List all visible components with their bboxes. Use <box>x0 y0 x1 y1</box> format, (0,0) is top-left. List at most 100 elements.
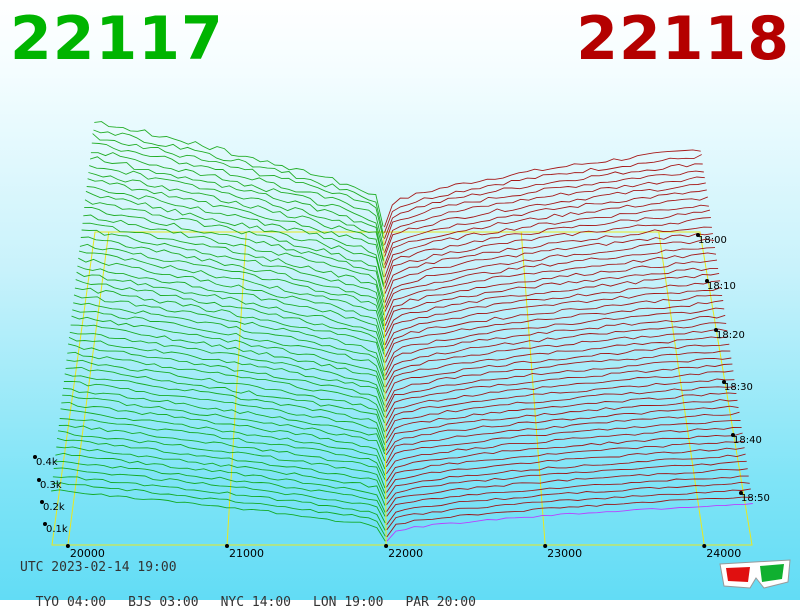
ask-curve <box>384 272 720 337</box>
bid-curve <box>67 351 385 424</box>
ask-curve <box>385 363 733 419</box>
ask-curve <box>384 154 702 233</box>
bid-curve <box>86 186 384 285</box>
chart-axes: 20000 21000 22000 23000 24000 0.1k 0.2k 0.3k 0.4… <box>33 233 770 560</box>
x-tick-mark <box>384 544 389 548</box>
ask-curve <box>384 238 715 308</box>
volume-tick-mark <box>33 455 37 459</box>
ask-price: 22118 <box>576 4 790 74</box>
time-tick-label: 18:30 <box>724 382 753 393</box>
bid-curve <box>51 482 386 537</box>
x-tick-mark <box>225 544 229 548</box>
ask-curve <box>386 447 745 493</box>
ask-curve <box>386 488 751 531</box>
x-tick-label: 22000 <box>388 547 423 560</box>
ask-curve <box>384 163 703 239</box>
ask-curve <box>386 440 744 488</box>
bid-curve <box>79 243 385 330</box>
time-tick-mark <box>739 491 743 495</box>
volume-tick-label: 0.2k <box>43 502 65 513</box>
grid-line-21000 <box>226 231 247 546</box>
bid-curve <box>60 408 386 476</box>
ask-curve <box>385 405 739 456</box>
bid-curve <box>91 142 384 247</box>
bid-curve <box>66 359 385 433</box>
utc-timestamp: UTC 2023-02-14 19:00 <box>20 560 177 575</box>
bid-curve <box>73 294 385 377</box>
bid-curve <box>58 424 386 489</box>
bid-price: 22117 <box>10 4 224 74</box>
ask-curve <box>385 343 730 402</box>
ask-curve <box>385 411 740 464</box>
ask-curve <box>385 399 738 451</box>
bid-curve <box>94 121 384 227</box>
bid-curve <box>73 302 385 381</box>
time-tick-mark <box>696 233 700 237</box>
bid-curve <box>74 287 385 372</box>
ask-curve <box>386 475 749 517</box>
bid-curve <box>62 387 386 455</box>
time-tick-mark <box>722 380 726 384</box>
ask-curve <box>384 204 709 278</box>
ask-curve <box>386 496 752 538</box>
bid-curve <box>84 206 385 303</box>
ask-curve <box>384 209 711 284</box>
grid-line-23000 <box>520 231 546 546</box>
ask-curve <box>385 350 731 408</box>
bid-curve <box>80 236 385 327</box>
bid-curve <box>82 222 385 316</box>
bid-curve <box>78 257 385 346</box>
bid-curve <box>54 460 386 517</box>
timezone-row: TYO 04:00 BJS 03:00 NYC 14:00 LON 19:00 PAR … <box>20 580 498 610</box>
bid-curve <box>59 418 386 480</box>
bid-curve <box>63 380 386 451</box>
bid-curve <box>90 152 384 251</box>
ask-curve <box>384 259 718 326</box>
3d-glasses-icon[interactable] <box>716 558 794 592</box>
bid-curve <box>55 452 386 513</box>
bid-curve <box>56 446 386 506</box>
ask-curve <box>385 314 726 376</box>
ask-curve <box>386 432 743 482</box>
ask-curve <box>384 196 708 269</box>
ask-curve <box>386 453 746 499</box>
bid-curve <box>61 401 386 470</box>
volume-tick-mark <box>37 478 41 482</box>
tz-beijing: BJS 03:00 <box>128 595 199 610</box>
time-tick-mark <box>714 328 718 332</box>
bid-curve <box>72 309 385 388</box>
ask-curve <box>385 322 727 381</box>
x-tick-label: 20000 <box>70 547 105 560</box>
ask-curve <box>384 217 711 289</box>
volume-tick-label: 0.3k <box>40 480 62 491</box>
x-tick-mark <box>65 544 70 548</box>
ask-curve <box>384 176 705 253</box>
tz-tokyo: TYO 04:00 <box>35 595 107 610</box>
ask-curve <box>385 370 734 426</box>
time-tick-label: 18:50 <box>741 493 770 504</box>
x-tick-mark <box>543 544 548 548</box>
volume-tick-label: 0.4k <box>36 457 58 468</box>
bid-curve <box>84 199 384 297</box>
grid-line-22000 <box>383 231 387 546</box>
bid-curve <box>87 178 384 278</box>
ask-curve <box>385 286 722 350</box>
bid-curve <box>64 373 386 445</box>
ask-curve <box>386 427 742 475</box>
time-tick-label: 18:00 <box>698 235 727 246</box>
time-tick-label: 18:10 <box>707 281 736 292</box>
ask-curve <box>386 460 747 505</box>
depth-curves <box>51 121 753 542</box>
bid-curve <box>78 250 385 339</box>
volume-tick-label: 0.1k <box>46 524 68 535</box>
bid-curve <box>65 366 386 439</box>
bid-curve <box>69 331 385 406</box>
x-tick-label: 23000 <box>547 547 582 560</box>
ask-curve <box>384 182 706 257</box>
ask-curve <box>385 378 735 432</box>
bid-curve <box>70 324 385 400</box>
ask-curve <box>383 149 701 228</box>
bid-curve <box>77 265 385 351</box>
bid-curve <box>51 489 386 542</box>
time-tick-mark <box>705 279 709 283</box>
